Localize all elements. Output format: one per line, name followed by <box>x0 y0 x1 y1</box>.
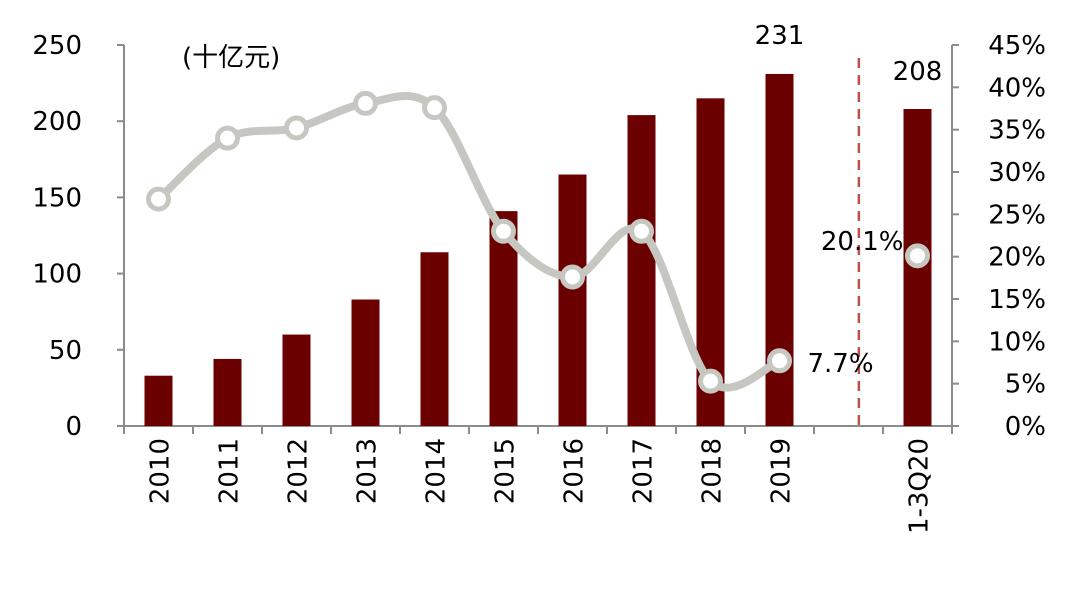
y-right-tick-label: 25% <box>988 200 1046 230</box>
x-tick-label: 2017 <box>629 438 659 504</box>
y-right-tick-label: 35% <box>988 116 1046 146</box>
data-label: 208 <box>893 57 943 87</box>
growth-point <box>698 368 723 394</box>
axes-layer: 0 50 100 150 200 250 0% 5% 10% 15% 20% 25% 30% 35% 40%… <box>32 31 1046 534</box>
bar <box>627 115 656 426</box>
bar <box>282 334 311 426</box>
x-tick-label: 2016 <box>560 438 590 504</box>
x-tick-label: 2014 <box>422 438 452 504</box>
x-tick-label: 2011 <box>215 438 245 504</box>
data-label: 7.7% <box>808 349 874 379</box>
growth-point <box>353 90 378 116</box>
growth-point <box>491 218 516 244</box>
growth-line <box>154 91 784 392</box>
growth-point <box>767 348 792 374</box>
y-right-tick-label: 20% <box>988 243 1046 273</box>
growth-point <box>560 264 585 290</box>
x-tick-label: 2015 <box>491 438 521 504</box>
y-left-tick-label: 200 <box>32 107 82 137</box>
y-left-tick-label: 250 <box>32 31 82 61</box>
bar <box>558 174 587 426</box>
line-layer <box>146 90 930 394</box>
y-right-tick-label: 0% <box>1005 412 1046 442</box>
x-tick-label: 1-3Q20 <box>905 438 935 534</box>
bar <box>144 375 173 426</box>
growth-point <box>629 218 654 244</box>
y-right-tick-label: 40% <box>988 73 1046 103</box>
growth-point <box>422 95 447 121</box>
x-tick-label: 2012 <box>284 438 314 504</box>
data-label: 231 <box>755 21 805 51</box>
y-right-tick-label: 15% <box>988 285 1046 315</box>
data-label: 20.1% <box>821 227 904 257</box>
x-tick-label: 2018 <box>698 438 728 504</box>
y-left-tick-label: 50 <box>49 336 82 366</box>
y-right-tick-label: 45% <box>988 31 1046 61</box>
x-tick-label: 2010 <box>146 438 176 504</box>
y-right-tick-label: 10% <box>988 327 1046 357</box>
growth-point <box>284 115 309 141</box>
bar <box>213 358 242 426</box>
bar <box>420 252 449 426</box>
y-right-tick-label: 5% <box>1005 370 1046 400</box>
labels-layer: 231 208 7.7% 20.1% <box>755 21 943 379</box>
y-left-tick-label: 100 <box>32 260 82 290</box>
x-tick-label: 2019 <box>767 438 797 504</box>
y-left-tick-label: 0 <box>65 412 82 442</box>
growth-point <box>215 125 240 151</box>
y-right-tick-label: 30% <box>988 158 1046 188</box>
growth-point <box>905 243 930 269</box>
bar <box>351 299 380 426</box>
y-left-tick-label: 150 <box>32 183 82 213</box>
growth-point <box>146 186 171 212</box>
unit-label: (十亿元) <box>182 43 280 73</box>
x-tick-label: 2013 <box>353 438 383 504</box>
